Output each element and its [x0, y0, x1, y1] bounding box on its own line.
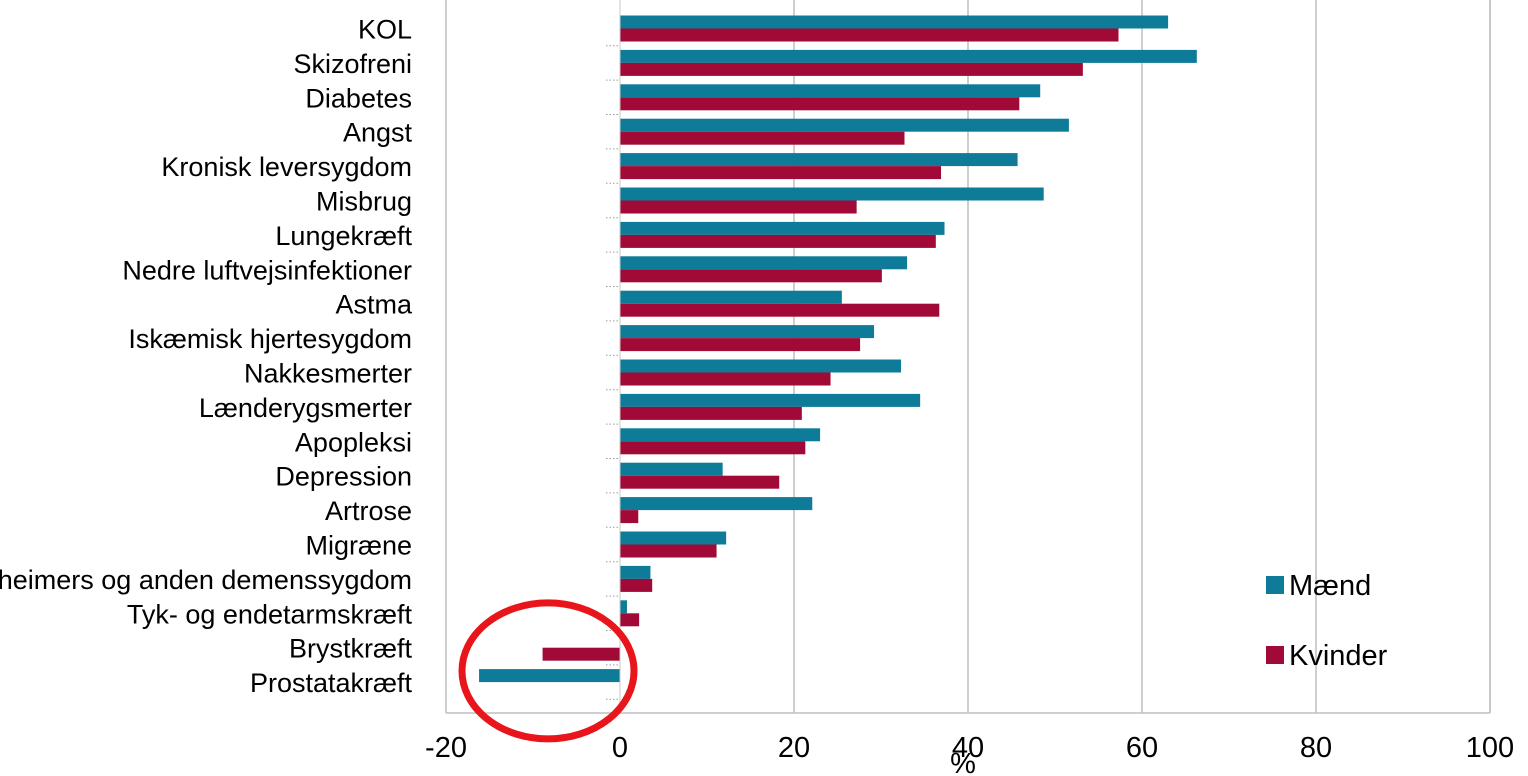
category-label: Diabetes: [305, 83, 412, 113]
category-label: Angst: [343, 118, 413, 148]
bar-maend: [620, 187, 1044, 201]
category-label: Prostatakræft: [250, 668, 413, 698]
highlight-ellipse: [458, 599, 638, 743]
bar-kvinder: [542, 647, 620, 661]
x-tick-label: 60: [1126, 732, 1158, 764]
x-tick-label: 40: [952, 732, 984, 764]
x-tick-label: 0: [612, 732, 628, 764]
bar-maend: [620, 325, 875, 339]
legend-label: Mænd: [1289, 570, 1371, 602]
bar-maend: [620, 428, 821, 442]
bar-kvinder: [620, 475, 780, 489]
bar-maend: [620, 153, 1018, 167]
bar-maend: [620, 256, 908, 270]
bar-maend: [620, 49, 1197, 63]
category-label: Nedre luftvejsinfektioner: [122, 255, 412, 285]
category-label: Kronisk leversygdom: [161, 152, 412, 182]
x-tick-label: 20: [778, 732, 810, 764]
legend-swatch: [1266, 576, 1284, 594]
legend-swatch: [1266, 646, 1284, 664]
category-label: Depression: [275, 462, 412, 492]
bar-maend: [620, 600, 627, 614]
category-label: Artrose: [325, 496, 412, 526]
category-label: Migræne: [305, 531, 412, 561]
legend: Mænd Kvinder: [1266, 570, 1388, 672]
bar-kvinder: [620, 269, 882, 283]
category-label: KOL: [358, 15, 412, 45]
category-label: Brystkræft: [289, 634, 413, 664]
annotations: [458, 599, 638, 743]
category-label: Astma: [335, 290, 413, 320]
category-tick-marks: [606, 45, 620, 700]
category-label: Apopleksi: [295, 427, 412, 457]
bars: [479, 15, 1197, 683]
bar-kvinder: [620, 441, 806, 455]
category-label: Iskæmisk hjertesygdom: [128, 324, 412, 354]
bar-kvinder: [620, 544, 717, 558]
bar-maend: [479, 669, 620, 683]
legend-item-kvinder: Kvinder: [1266, 640, 1388, 672]
category-label: Skizofreni: [293, 49, 412, 79]
category-label: Lænderygsmerter: [199, 393, 412, 423]
bar-kvinder: [620, 166, 942, 180]
bar-kvinder: [620, 28, 1119, 42]
bar-kvinder: [620, 510, 639, 524]
bar-kvinder: [620, 303, 940, 317]
bar-kvinder: [620, 131, 905, 145]
bar-maend: [620, 359, 902, 373]
bar-kvinder: [620, 372, 831, 386]
bar-kvinder: [620, 613, 640, 627]
category-labels: KOL Skizofreni Diabetes Angst Kronisk lever…: [0, 15, 413, 699]
x-tick-label: 100: [1466, 732, 1514, 764]
bar-maend: [620, 290, 842, 304]
bar-maend: [620, 565, 651, 579]
x-tick-label: -20: [425, 732, 467, 764]
x-tick-label: 80: [1300, 732, 1332, 764]
bar-kvinder: [620, 338, 861, 352]
bar-maend: [620, 393, 921, 407]
bar-kvinder: [620, 62, 1083, 76]
legend-label: Kvinder: [1289, 640, 1388, 672]
x-axis-title: %: [950, 748, 976, 776]
category-label: Nakkesmerter: [244, 359, 412, 389]
bar-maend: [620, 497, 813, 511]
category-label: Lungekræft: [275, 221, 412, 251]
x-tick-labels: -20 0 20 40 60 80 100: [425, 732, 1514, 764]
bar-kvinder: [620, 97, 1020, 111]
bar-maend: [620, 462, 723, 476]
category-label: Misbrug: [316, 187, 412, 217]
bar-maend: [620, 221, 945, 235]
bar-kvinder: [620, 406, 802, 420]
category-label: Tyk- og endetarmskræft: [127, 599, 413, 629]
legend-item-maend: Mænd: [1266, 570, 1371, 602]
bar-kvinder: [620, 578, 653, 592]
bar-maend: [620, 15, 1169, 29]
bar-kvinder: [620, 234, 936, 248]
category-label: Alzheimers og anden demenssygdom: [0, 565, 412, 595]
bar-kvinder: [620, 200, 857, 214]
bar-maend: [620, 84, 1041, 98]
bar-maend: [620, 531, 727, 545]
bar-maend: [620, 118, 1069, 132]
